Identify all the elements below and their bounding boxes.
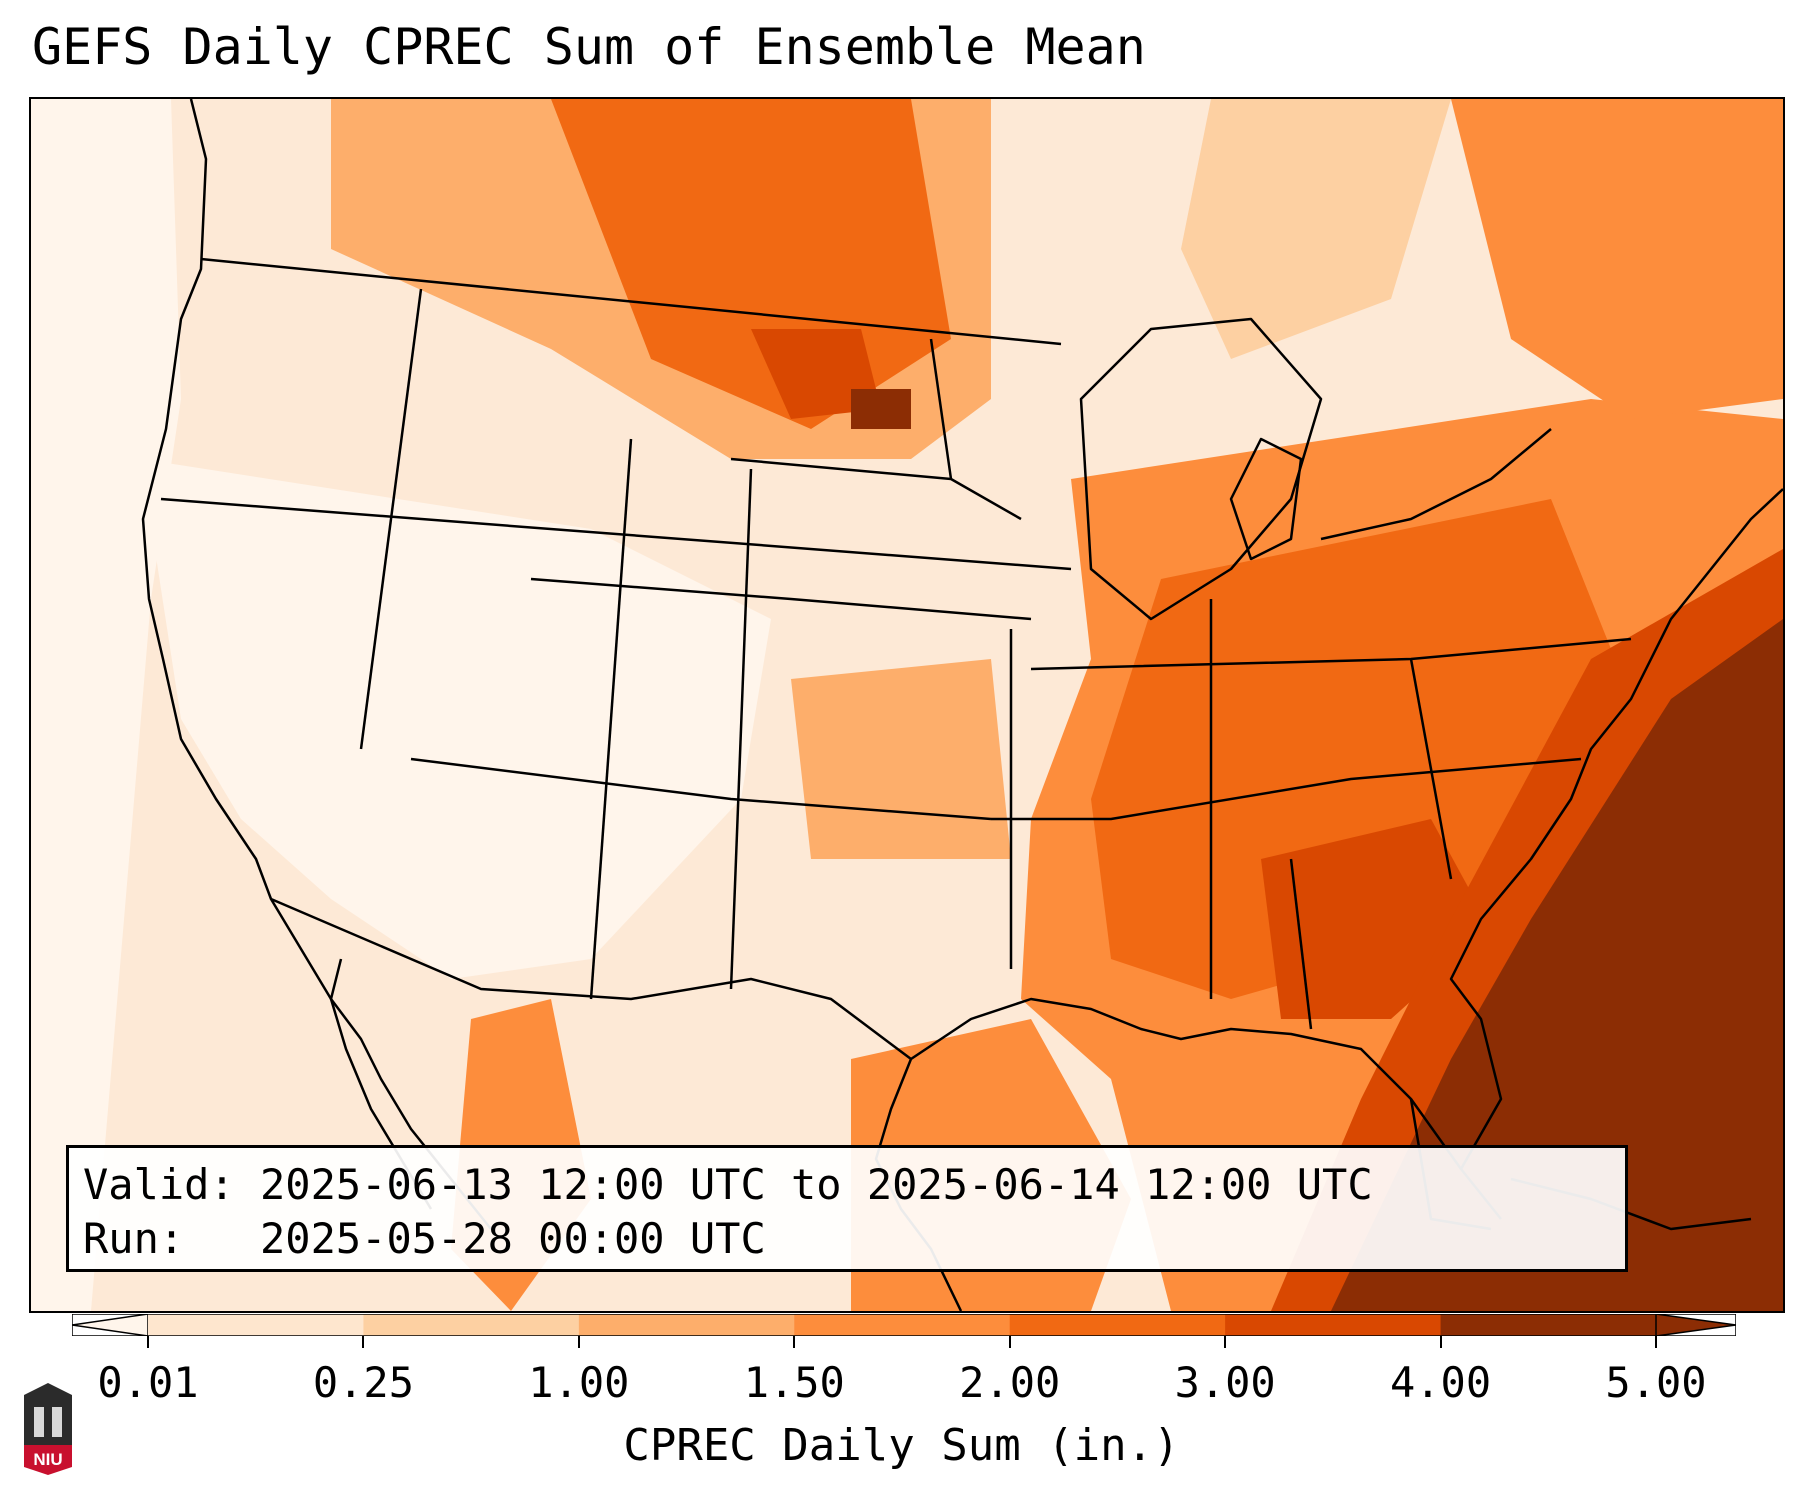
lake-michigan — [1229, 437, 1303, 561]
field-quebec-mid — [1451, 99, 1783, 419]
colorbar-segment — [148, 1314, 364, 1336]
field-southern-plains — [791, 659, 1011, 859]
border-oregon-nevada-line — [160, 497, 1072, 571]
colorbar-ticks: 0.01 0.25 1.00 1.50 2.00 3.00 4.00 5.00 — [0, 1336, 1803, 1416]
pacific-coastline — [141, 99, 492, 1230]
colorbar-tick-label: 5.00 — [1605, 1358, 1707, 1407]
field-dakotas-high — [751, 329, 881, 419]
colorbar-segment — [363, 1314, 580, 1336]
colorbar-extend-high — [1655, 1314, 1736, 1336]
field-ontario-light — [1181, 99, 1451, 359]
run-text: 2025-05-28 00:00 UTC — [260, 1214, 766, 1263]
field-pacific-light — [31, 99, 181, 1311]
state-line-1 — [359, 288, 423, 750]
logo-shield — [24, 1445, 72, 1475]
map-svg — [31, 99, 1783, 1311]
colorbar-label: CPREC Daily Sum (in.) — [623, 1420, 1180, 1471]
colorbar-segments — [72, 1314, 1736, 1336]
logo-text: NIU — [33, 1450, 62, 1469]
colorbar-tick-label: 4.00 — [1389, 1358, 1492, 1407]
state-line-6 — [410, 757, 992, 821]
colorbar-segment — [1225, 1314, 1442, 1336]
run-row: Run: 2025-05-28 00:00 UTC — [83, 1212, 1611, 1266]
field-atlantic-peak — [1331, 619, 1783, 1311]
gulf-coastline — [910, 997, 1502, 1220]
state-line-13 — [1409, 658, 1453, 880]
colorbar-tick-label: 3.00 — [1174, 1358, 1276, 1407]
map-outlines — [141, 99, 1783, 1311]
colorbar-segment — [578, 1314, 795, 1336]
valid-text: 2025-06-13 12:00 UTC to 2025-06-14 12:00… — [260, 1160, 1373, 1209]
state-line-3 — [729, 468, 753, 990]
colorbar-tick — [362, 1336, 365, 1348]
niu-logo: NIU — [24, 1383, 72, 1475]
field-west-light — [141, 459, 771, 979]
colorbar-segment — [1009, 1314, 1226, 1336]
valid-row: Valid: 2025-06-13 12:00 UTC to 2025-06-1… — [83, 1158, 1611, 1212]
colorbar-tick-label: 1.00 — [528, 1358, 630, 1407]
state-line-9 — [929, 338, 953, 480]
colorbar-tick-label: 0.25 — [312, 1358, 414, 1407]
colorbar-extend-low — [72, 1314, 149, 1336]
colorbar-tick-label: 1.50 — [743, 1358, 845, 1407]
colorbar — [72, 1314, 1736, 1336]
logo-window-bar — [44, 1407, 52, 1437]
atlantic-coastline — [1449, 488, 1783, 1170]
colorbar-tick-label: 2.00 — [959, 1358, 1061, 1407]
field-east-high — [1091, 499, 1631, 999]
state-line-2 — [589, 438, 633, 1000]
colorbar-segment — [794, 1314, 1011, 1336]
state-line-5 — [530, 577, 1032, 621]
colorbar-tick-label: 0.01 — [97, 1358, 199, 1407]
colorbar-tick — [1224, 1336, 1227, 1348]
state-line-7 — [991, 757, 1582, 821]
run-label: Run: — [83, 1214, 185, 1263]
valid-label: Valid: — [83, 1160, 235, 1209]
map-title: GEFS Daily CPREC Sum of Ensemble Mean — [32, 18, 1146, 76]
colorbar-tick — [1655, 1336, 1657, 1348]
colorbar-segment — [1440, 1314, 1657, 1336]
great-lakes-region — [1079, 317, 1323, 621]
colorbar-tick — [1439, 1336, 1442, 1348]
state-line-12 — [1289, 858, 1313, 1030]
us-mexico-border — [270, 897, 912, 1060]
lake-erie-ontario — [1320, 428, 1552, 541]
field-dakotas-peak — [851, 389, 911, 429]
us-canada-border — [200, 257, 1062, 346]
colorbar-tick — [793, 1336, 796, 1348]
colorbar-tick — [577, 1336, 580, 1348]
colorbar-tick — [1008, 1336, 1011, 1348]
colorbar-tick — [147, 1336, 149, 1348]
valid-run-info-box: Valid: 2025-06-13 12:00 UTC to 2025-06-1… — [66, 1145, 1628, 1272]
precipitation-map — [29, 97, 1785, 1313]
